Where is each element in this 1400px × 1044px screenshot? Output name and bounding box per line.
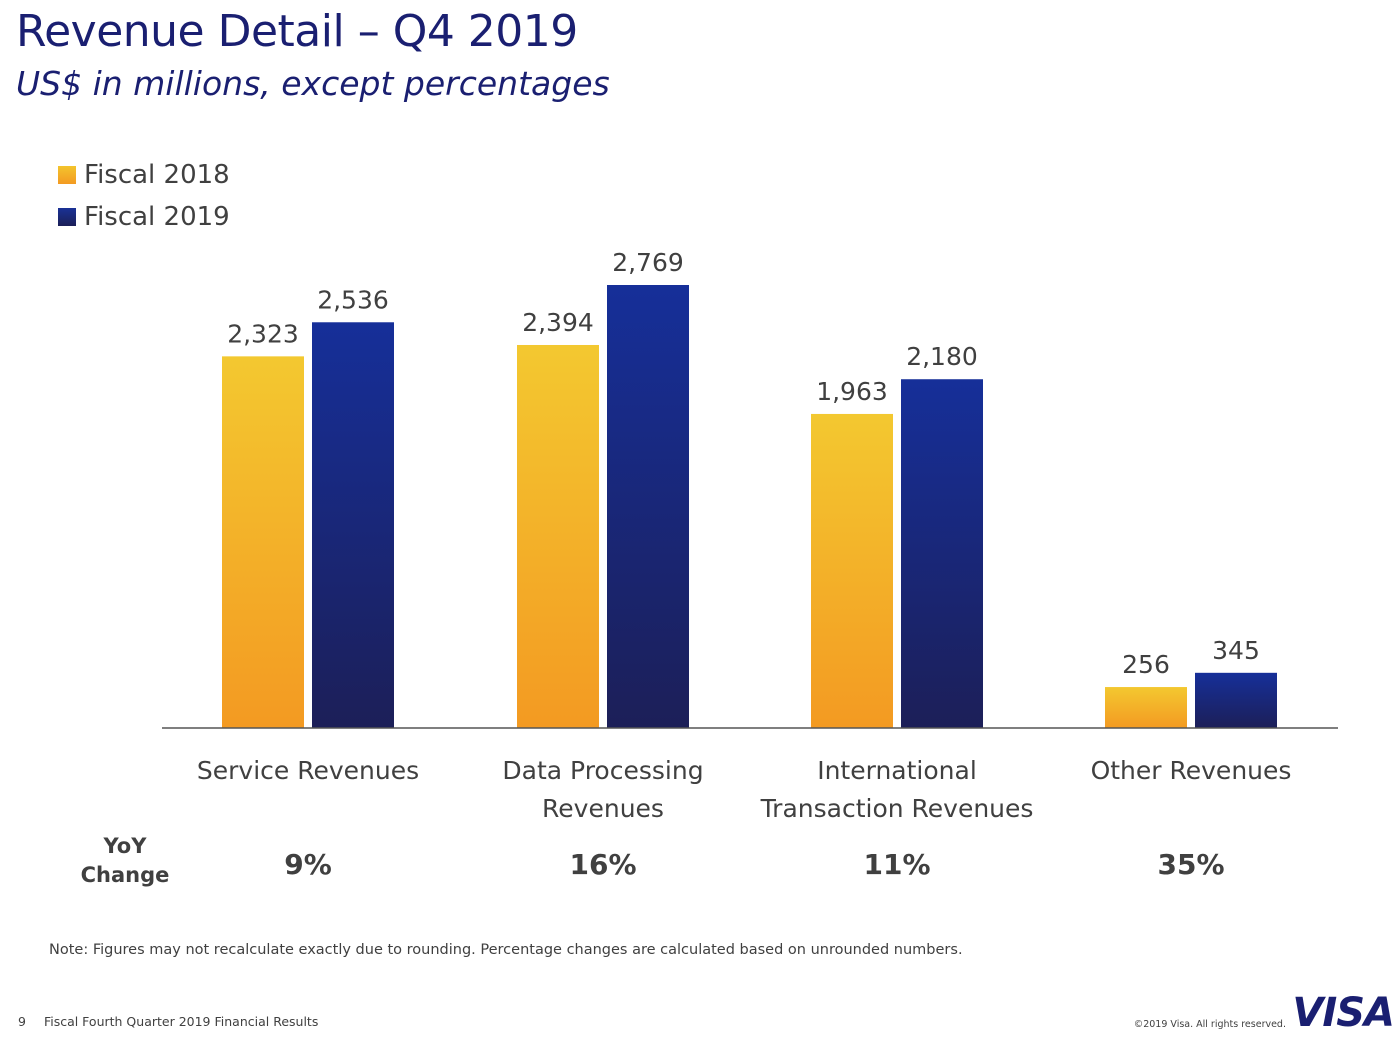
footnote: Note: Figures may not recalculate exactl… — [49, 942, 963, 958]
bar-fiscal-2019-international-transaction-revenues — [901, 379, 983, 728]
bar-fiscal-2018-other-revenues — [1105, 687, 1187, 728]
copyright-text: ©2019 Visa. All rights reserved. — [1133, 1019, 1286, 1030]
category-label-service-revenues: Service Revenues — [197, 756, 419, 785]
yoy-change-international-transaction-revenues: 11% — [863, 848, 930, 881]
value-label-fiscal-2019-service-revenues: 2,536 — [317, 285, 389, 314]
legend-label-fiscal-2019: Fiscal 2019 — [84, 202, 230, 232]
legend-item-fiscal-2018: Fiscal 2018 — [58, 154, 230, 196]
value-label-fiscal-2019-international-transaction-revenues: 2,180 — [906, 342, 978, 371]
bar-fiscal-2019-service-revenues — [312, 322, 394, 728]
bar-fiscal-2018-data-processing-revenues — [517, 344, 599, 728]
category-label-international-transaction-revenues-line1: International — [817, 756, 977, 785]
value-label-fiscal-2019-other-revenues: 345 — [1212, 636, 1260, 665]
visa-logo: VISA — [1292, 990, 1395, 1036]
bar-fiscal-2019-other-revenues — [1195, 672, 1277, 728]
legend-label-fiscal-2018: Fiscal 2018 — [84, 160, 230, 190]
yoy-change-data-processing-revenues: 16% — [569, 848, 636, 881]
legend-swatch-fiscal-2019 — [58, 208, 76, 226]
yoy-change-service-revenues: 9% — [284, 848, 332, 881]
value-label-fiscal-2019-data-processing-revenues: 2,769 — [612, 248, 684, 277]
legend-swatch-fiscal-2018 — [58, 166, 76, 184]
page-number: 9 — [18, 1014, 26, 1029]
category-label-data-processing-revenues-line2: Revenues — [542, 794, 664, 823]
category-label-data-processing-revenues-line1: Data Processing — [502, 756, 703, 785]
value-label-fiscal-2018-service-revenues: 2,323 — [227, 319, 299, 348]
bar-fiscal-2018-international-transaction-revenues — [811, 413, 893, 728]
yoy-change-header: YoY Change — [80, 832, 170, 890]
value-label-fiscal-2018-data-processing-revenues: 2,394 — [522, 308, 594, 337]
bar-fiscal-2018-service-revenues — [222, 356, 304, 728]
chart-legend: Fiscal 2018 Fiscal 2019 — [58, 154, 230, 238]
page-subtitle: US$ in millions, except percentages — [16, 64, 610, 103]
document-title: Fiscal Fourth Quarter 2019 Financial Res… — [43, 1014, 319, 1029]
legend-item-fiscal-2019: Fiscal 2019 — [58, 196, 230, 238]
value-label-fiscal-2018-other-revenues: 256 — [1122, 650, 1170, 679]
yoy-header-line1: YoY — [103, 834, 147, 858]
revenue-bar-chart: 2,323 2,536 2,394 2,769 1,963 2,180 256 345 Ser… — [162, 248, 1338, 881]
footer-info: 9 Fiscal Fourth Quarter 2019 Financial R… — [18, 1014, 318, 1029]
category-label-international-transaction-revenues-line2: Transaction Revenues — [760, 794, 1034, 823]
yoy-header-line2: Change — [80, 863, 170, 887]
yoy-change-other-revenues: 35% — [1157, 848, 1224, 881]
value-label-fiscal-2018-international-transaction-revenues: 1,963 — [816, 377, 888, 406]
bar-fiscal-2019-data-processing-revenues — [607, 285, 689, 728]
category-label-other-revenues: Other Revenues — [1091, 756, 1292, 785]
page-title: Revenue Detail – Q4 2019 — [16, 6, 578, 57]
